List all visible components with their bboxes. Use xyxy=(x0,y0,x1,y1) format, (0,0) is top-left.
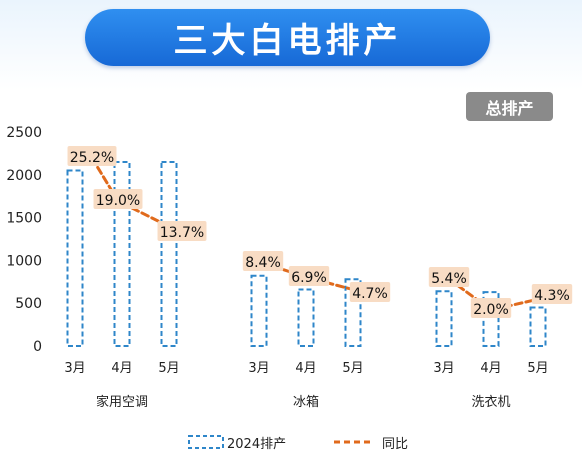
y-tick-label: 500 xyxy=(15,296,42,312)
y-tick-label: 0 xyxy=(33,339,42,355)
data-label-bg xyxy=(93,189,143,209)
total-production-tag: 总排产 xyxy=(466,92,553,121)
legend-bar-swatch xyxy=(188,435,224,449)
data-label: 6.9% xyxy=(291,270,327,286)
y-tick-label: 1500 xyxy=(6,211,42,227)
x-tick-label: 4月 xyxy=(480,361,501,376)
bar xyxy=(435,290,453,348)
group-label: 冰箱 xyxy=(293,394,319,410)
x-tick-label: 3月 xyxy=(248,361,269,376)
group-label: 洗衣机 xyxy=(471,394,510,410)
bar xyxy=(113,160,131,347)
x-tick-label: 5月 xyxy=(527,361,548,376)
x-tick-label: 5月 xyxy=(342,361,363,376)
data-label-bg xyxy=(531,284,573,304)
data-label: 8.4% xyxy=(245,255,281,271)
bar xyxy=(344,278,362,347)
data-label-bg xyxy=(288,266,330,286)
chart-title: 三大白电排产 xyxy=(173,21,402,61)
title-banner: 三大白电排产 xyxy=(85,9,490,66)
bar xyxy=(250,274,268,348)
y-tick-label: 2000 xyxy=(6,168,42,184)
x-tick-label: 3月 xyxy=(433,361,454,376)
data-label-bg xyxy=(242,251,284,271)
x-tick-label: 4月 xyxy=(111,361,132,376)
x-tick-label: 3月 xyxy=(64,361,85,376)
data-label-bg xyxy=(470,298,512,318)
bar xyxy=(297,288,315,347)
data-label: 13.7% xyxy=(160,225,204,241)
y-tick-label: 1000 xyxy=(6,253,42,269)
data-label: 4.3% xyxy=(534,288,570,304)
data-label-bg xyxy=(67,146,117,166)
data-label: 19.0% xyxy=(96,193,140,209)
data-label: 4.7% xyxy=(352,286,388,302)
legend-line: 同比 xyxy=(332,430,408,454)
data-label-bg xyxy=(349,282,391,302)
data-label: 5.4% xyxy=(431,271,467,287)
legend-line-label: 同比 xyxy=(382,436,409,452)
group-label: 家用空调 xyxy=(96,394,148,410)
bar xyxy=(482,291,500,347)
y-tick-label: 2500 xyxy=(6,125,42,141)
data-label: 25.2% xyxy=(70,150,114,166)
bar xyxy=(66,169,84,347)
legend-line-swatch xyxy=(334,440,374,444)
data-label-bg xyxy=(157,221,207,241)
data-label: 2.0% xyxy=(473,302,509,318)
data-label-bg xyxy=(428,267,470,287)
bar xyxy=(160,160,178,347)
x-tick-label: 5月 xyxy=(158,361,179,376)
legend-bar-label: 2024排产 xyxy=(227,436,287,452)
legend-bars: 2024排产 xyxy=(188,430,286,454)
bar xyxy=(529,306,547,348)
x-tick-label: 4月 xyxy=(295,361,316,376)
